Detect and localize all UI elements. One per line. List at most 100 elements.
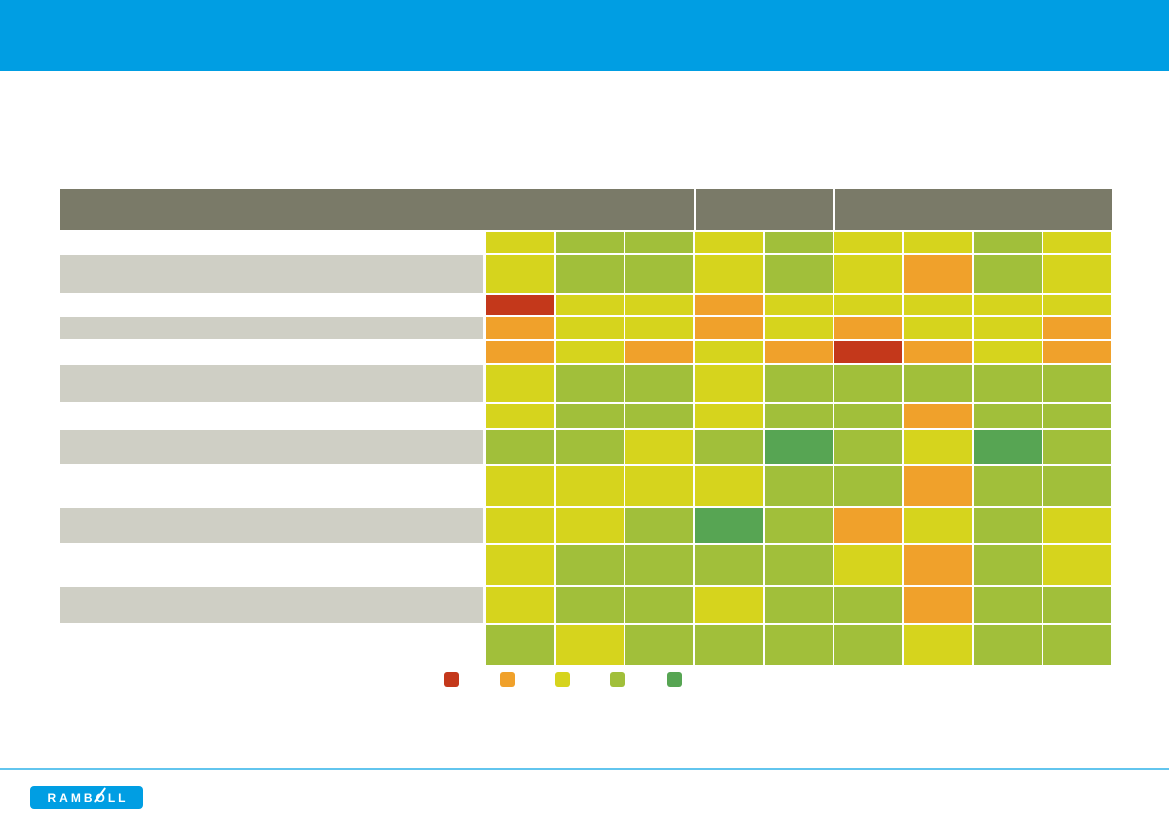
heatmap-cell	[695, 587, 763, 623]
heatmap-cell	[1043, 430, 1111, 464]
heatmap-cell	[486, 295, 554, 315]
heatmap-cell	[625, 587, 693, 623]
heatmap-cell	[1043, 295, 1111, 315]
heatmap-cell	[1043, 404, 1111, 428]
heatmap-cell	[904, 466, 972, 506]
heatmap-cell	[834, 255, 902, 293]
heatmap-cell	[486, 466, 554, 506]
heatmap-cell	[834, 545, 902, 585]
heatmap-cell	[1043, 341, 1111, 363]
heatmap-cell	[486, 341, 554, 363]
heatmap-cell	[486, 508, 554, 543]
heatmap-cell	[974, 404, 1042, 428]
row-label-bar	[60, 587, 483, 623]
heatmap-cell	[695, 508, 763, 543]
heatmap-cell	[765, 255, 833, 293]
legend-swatch-yellow	[555, 672, 570, 687]
heatmap-cell	[765, 545, 833, 585]
heatmap-cell	[974, 545, 1042, 585]
legend-swatch-red	[444, 672, 459, 687]
heatmap-cell	[904, 232, 972, 253]
header-group-divider	[694, 189, 696, 230]
heatmap-cell	[974, 508, 1042, 543]
heatmap-cell	[1043, 255, 1111, 293]
heatmap-cell	[556, 295, 624, 315]
heatmap-cell	[556, 365, 624, 402]
heatmap-cell	[834, 430, 902, 464]
heatmap-cell	[974, 625, 1042, 665]
header-group-divider	[833, 189, 835, 230]
heatmap-cell	[904, 341, 972, 363]
heatmap-cell	[556, 317, 624, 339]
heatmap-cell	[486, 317, 554, 339]
heatmap-cell	[765, 625, 833, 665]
heatmap-cell	[625, 365, 693, 402]
heatmap-cell	[1043, 545, 1111, 585]
heatmap-cell	[556, 430, 624, 464]
heatmap-cell	[765, 341, 833, 363]
heatmap-cell	[625, 295, 693, 315]
heatmap-cell	[695, 232, 763, 253]
heatmap-cell	[974, 365, 1042, 402]
heatmap-cell	[1043, 508, 1111, 543]
heatmap-cell	[904, 365, 972, 402]
heatmap-cell	[556, 587, 624, 623]
heatmap-cell	[556, 341, 624, 363]
row-label-bar	[60, 365, 483, 402]
heatmap-cell	[556, 466, 624, 506]
heatmap-cell	[695, 625, 763, 665]
risk-heatmap-table	[60, 189, 1112, 665]
heatmap-cell	[765, 365, 833, 402]
heatmap-cell	[695, 365, 763, 402]
heatmap-cell	[834, 508, 902, 543]
heatmap-cell	[834, 295, 902, 315]
heatmap-cell	[974, 587, 1042, 623]
heatmap-cell	[695, 404, 763, 428]
heatmap-cell	[1043, 625, 1111, 665]
heatmap-cell	[556, 255, 624, 293]
heatmap-cell	[834, 587, 902, 623]
heatmap-cell	[1043, 317, 1111, 339]
heatmap-cell	[765, 317, 833, 339]
heatmap-cell	[625, 466, 693, 506]
heatmap-cell	[486, 404, 554, 428]
heatmap-cell	[556, 232, 624, 253]
heatmap-cell	[625, 232, 693, 253]
heatmap-cell	[834, 341, 902, 363]
heatmap-cell	[834, 365, 902, 402]
heatmap-cell	[695, 466, 763, 506]
table-header-bar	[60, 189, 1112, 230]
heatmap-cell	[765, 232, 833, 253]
heatmap-cell	[486, 430, 554, 464]
heatmap-cell	[486, 625, 554, 665]
heatmap-cell	[556, 625, 624, 665]
heatmap-cell	[834, 466, 902, 506]
heatmap-cell	[904, 545, 972, 585]
heatmap-cell	[625, 430, 693, 464]
ramboll-logo: RAMBO LL	[30, 786, 143, 809]
heatmap-cell	[486, 255, 554, 293]
heatmap-cell	[765, 587, 833, 623]
heatmap-cell	[904, 255, 972, 293]
heatmap-cell	[834, 404, 902, 428]
heatmap-cell	[765, 466, 833, 506]
heatmap-cell	[695, 295, 763, 315]
heatmap-cell	[974, 341, 1042, 363]
heatmap-cell	[904, 625, 972, 665]
heatmap-cell	[974, 317, 1042, 339]
heatmap-cell	[974, 430, 1042, 464]
row-label-bar	[60, 508, 483, 543]
legend-swatch-yellowgreen	[610, 672, 625, 687]
heatmap-cell	[1043, 587, 1111, 623]
heatmap-cell	[974, 255, 1042, 293]
row-label-bar	[60, 317, 483, 339]
heatmap-cell	[556, 545, 624, 585]
heatmap-cell	[904, 430, 972, 464]
heatmap-cell	[904, 587, 972, 623]
heatmap-cell	[695, 255, 763, 293]
heatmap-cell	[765, 295, 833, 315]
heatmap-cell	[695, 430, 763, 464]
heatmap-cell	[765, 404, 833, 428]
heatmap-cell	[904, 295, 972, 315]
heatmap-cell	[904, 508, 972, 543]
